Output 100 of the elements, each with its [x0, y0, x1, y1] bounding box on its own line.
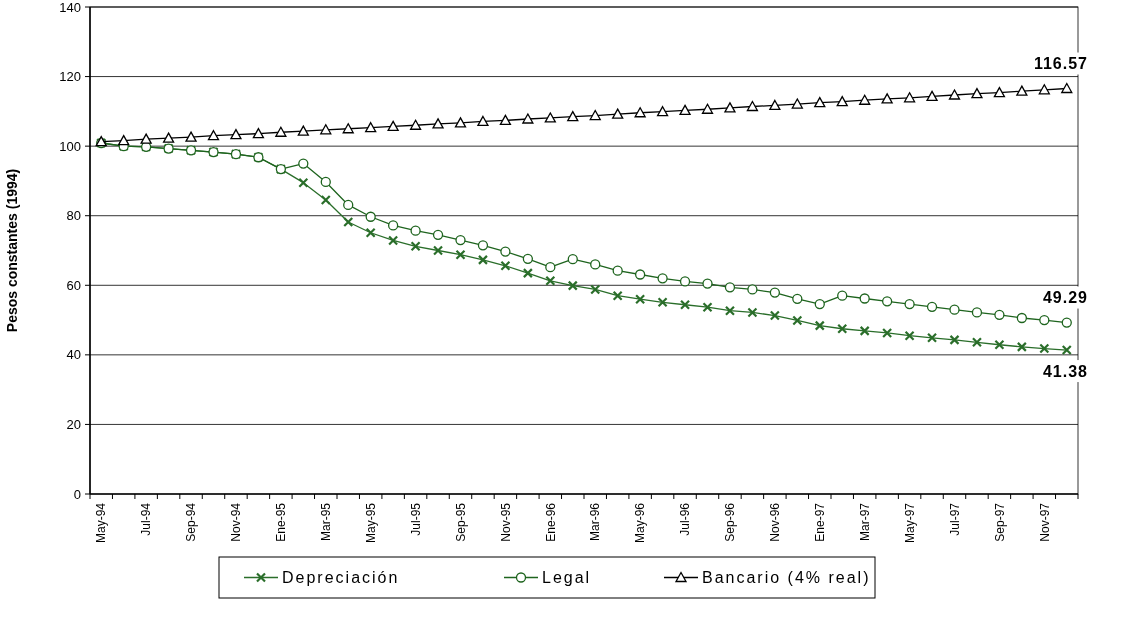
y-axis-title: Pesos constantes (1994): [3, 168, 20, 333]
point: [837, 323, 848, 334]
y-tick-label: 60: [66, 277, 81, 293]
point: [567, 254, 578, 265]
point: [545, 262, 556, 273]
point: [522, 113, 534, 124]
point: [814, 320, 825, 331]
x-tick-label: Ene-97: [812, 502, 827, 542]
x-tick-label: Ene-96: [543, 502, 558, 542]
point: [971, 87, 983, 99]
point: [679, 299, 691, 310]
legend-label: Legal: [542, 569, 592, 587]
x-tick-label: Jul-95: [408, 502, 423, 536]
point: [814, 97, 826, 108]
point: [926, 90, 938, 102]
y-tick-label: 140: [59, 0, 81, 15]
data-label: 116.57: [1033, 55, 1088, 73]
point: [792, 293, 803, 304]
point: [590, 259, 601, 270]
point: [545, 275, 556, 286]
point: [343, 216, 354, 228]
point: [724, 305, 736, 316]
point: [904, 298, 915, 310]
point: [320, 176, 331, 188]
point: [679, 276, 691, 287]
point: [162, 132, 175, 143]
point: [747, 307, 758, 318]
x-tick-label: Ene-95: [274, 502, 289, 542]
point: [679, 104, 691, 115]
point: [1061, 317, 1072, 328]
point: [387, 120, 399, 131]
point: [432, 118, 444, 129]
point: [904, 330, 915, 341]
y-tick-label: 20: [66, 416, 81, 432]
point: [365, 211, 376, 222]
y-tick-label: 80: [66, 208, 81, 224]
point: [544, 112, 556, 123]
point: [746, 100, 759, 112]
point: [409, 119, 422, 130]
data-label: 49.29: [1042, 289, 1088, 307]
x-tick-label: Nov-97: [1037, 502, 1052, 542]
point: [859, 94, 871, 105]
point: [207, 130, 220, 141]
point: [724, 282, 736, 293]
point: [769, 99, 781, 111]
point: [1038, 84, 1050, 95]
point: [837, 290, 848, 301]
x-tick-label: Jul-94: [139, 502, 154, 536]
point: [948, 89, 961, 100]
x-tick-label: Sep-94: [184, 502, 199, 542]
point: [926, 301, 938, 312]
point: [881, 296, 893, 307]
point: [612, 290, 623, 301]
point: [298, 158, 309, 169]
point: [455, 234, 466, 246]
point: [949, 334, 960, 345]
point: [634, 107, 646, 118]
point: [365, 122, 377, 133]
point: [702, 278, 713, 289]
point: [769, 310, 780, 321]
point: [275, 126, 287, 137]
point: [701, 103, 714, 114]
point: [791, 98, 803, 109]
point: [1061, 82, 1073, 94]
point: [1016, 85, 1028, 96]
point: [477, 115, 489, 127]
point: [859, 293, 870, 304]
point: [118, 134, 130, 146]
point: [387, 220, 399, 231]
x-tick-label: Sep-96: [723, 502, 738, 542]
x-tick-label: Jul-97: [947, 502, 962, 536]
point: [949, 304, 960, 315]
point: [656, 106, 669, 117]
point: [230, 129, 242, 140]
y-tick-label: 120: [59, 69, 81, 85]
point: [343, 199, 354, 211]
x-tick-label: Nov-95: [498, 502, 513, 542]
point: [1061, 344, 1072, 356]
y-tick-label: 100: [59, 138, 81, 154]
x-tick-label: Sep-97: [992, 502, 1007, 542]
data-label: 41.38: [1042, 362, 1088, 380]
point: [971, 337, 983, 348]
point: [612, 265, 623, 276]
x-tick-label: Mar-97: [857, 502, 872, 542]
point: [814, 298, 825, 310]
point: [747, 284, 758, 295]
point: [432, 245, 444, 256]
legend-label: Bancario (4% real): [702, 569, 871, 587]
point: [1016, 341, 1027, 352]
point: [994, 309, 1005, 320]
x-tick-label: May-97: [902, 502, 917, 544]
point: [454, 117, 467, 128]
point: [724, 102, 736, 113]
point: [702, 302, 713, 313]
point: [657, 297, 668, 308]
point: [297, 125, 309, 136]
legend-label: Depreciación: [282, 569, 400, 587]
y-tick-label: 0: [73, 486, 81, 502]
point: [298, 177, 309, 188]
point: [792, 315, 803, 326]
